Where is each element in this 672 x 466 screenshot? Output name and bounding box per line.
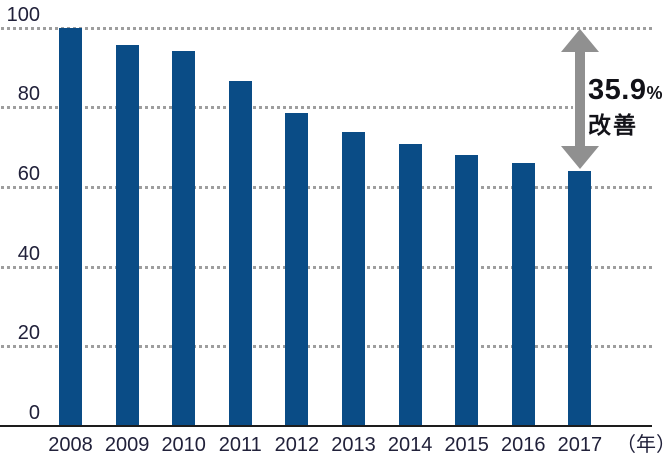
improvement-value: 35.9 (588, 74, 647, 106)
gridline-y100 (1, 26, 652, 30)
y-axis-tick-label: 20 (17, 322, 40, 345)
x-axis-tick-label: 2010 (161, 434, 206, 456)
x-axis-tick-label: 2012 (274, 434, 320, 456)
bar-2009 (115, 45, 139, 426)
y-axis-tick-label: 40 (17, 242, 40, 265)
x-axis-tick-label: 2009 (104, 434, 150, 456)
x-axis-tick-label: 2008 (48, 434, 93, 456)
gridline-y60 (1, 185, 652, 189)
y-axis-tick-label: 100 (6, 3, 40, 26)
x-axis-tick-label: 2011 (218, 434, 262, 456)
y-axis-tick-label: 60 (17, 162, 40, 185)
bar-2010 (172, 51, 196, 426)
bar-2015 (455, 154, 479, 426)
gridline-y20 (1, 345, 652, 349)
improvement-annotation: 35.9% 改善 (588, 76, 663, 137)
x-axis-tick-label: 2013 (331, 434, 376, 456)
bar-2014 (398, 144, 422, 426)
improvement-value-line: 35.9% (588, 76, 663, 108)
gridline-y80 (1, 106, 573, 110)
bar-2011 (228, 81, 252, 426)
x-axis-tick-label: 2016 (501, 434, 546, 456)
y-axis-tick-label: 0 (28, 402, 40, 424)
bar-2013 (342, 131, 365, 426)
x-axis-tick-label: 2014 (387, 434, 433, 456)
bar-2017 (568, 170, 592, 426)
y-axis-tick-label: 80 (17, 83, 40, 106)
gridline-y40 (1, 265, 652, 269)
bar-2008 (59, 27, 82, 426)
improvement-label: 改善 (588, 112, 638, 138)
x-axis-tick-label: 2015 (444, 434, 489, 456)
x-axis-line (0, 425, 652, 427)
improvement-arrow-icon (561, 29, 599, 169)
x-axis-unit-label: （年） (616, 434, 672, 456)
percent-sign: % (646, 83, 663, 103)
bar-2012 (285, 113, 309, 426)
bar-2016 (511, 162, 535, 426)
x-axis-tick-label: 2017 (557, 434, 603, 456)
